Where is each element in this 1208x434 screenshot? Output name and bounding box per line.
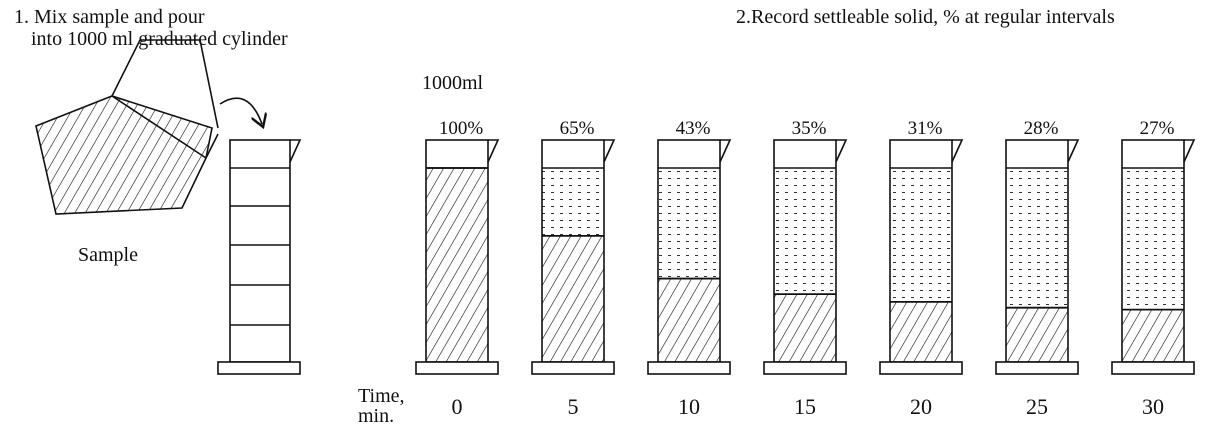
cylinder-spout: [720, 140, 730, 162]
cylinder-base: [532, 362, 614, 374]
settling-cylinder: [532, 140, 614, 374]
cylinder-spout: [488, 140, 498, 162]
settling-cylinder: [648, 140, 730, 374]
settling-cylinder: [880, 140, 962, 374]
cylinder-spout: [836, 140, 846, 162]
cylinder-base: [996, 362, 1078, 374]
cylinder-spout: [1068, 140, 1078, 162]
cylinder-base: [764, 362, 846, 374]
settled-solids-region: [542, 236, 604, 362]
cylinder-spout: [952, 140, 962, 162]
settled-solids-region: [890, 302, 952, 362]
cylinder-base: [1112, 362, 1194, 374]
empty-graduated-cylinder: [218, 140, 300, 374]
settled-solids-region: [426, 168, 488, 362]
cylinder-base: [648, 362, 730, 374]
settling-cylinder: [764, 140, 846, 374]
settled-solids-region: [774, 294, 836, 362]
settled-solids-region: [1006, 308, 1068, 362]
settled-solids-region: [1122, 310, 1184, 362]
pour-arrow-icon: [220, 98, 262, 124]
settled-solids-region: [658, 279, 720, 362]
settling-cylinder: [996, 140, 1078, 374]
cylinder-base: [880, 362, 962, 374]
cylinder-base: [416, 362, 498, 374]
cylinder-spout: [604, 140, 614, 162]
cylinder-spout: [1184, 140, 1194, 162]
sample-bottle-icon: [36, 40, 218, 214]
settling-cylinder: [416, 140, 498, 374]
settling-cylinder: [1112, 140, 1194, 374]
